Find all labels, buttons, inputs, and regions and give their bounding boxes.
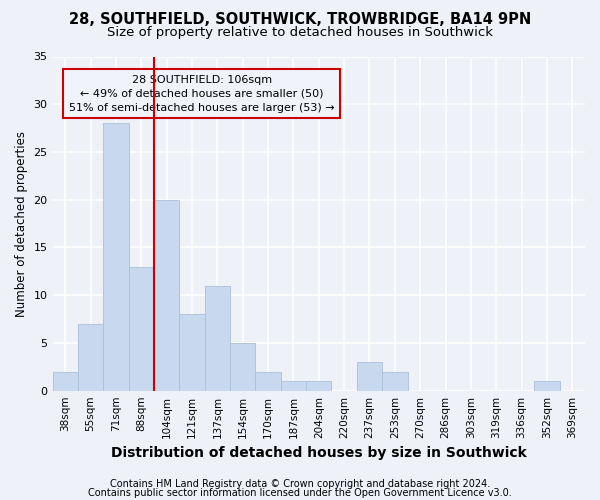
Bar bbox=[357, 362, 382, 390]
Text: Size of property relative to detached houses in Southwick: Size of property relative to detached ho… bbox=[107, 26, 493, 39]
Text: Contains public sector information licensed under the Open Government Licence v3: Contains public sector information licen… bbox=[88, 488, 512, 498]
Y-axis label: Number of detached properties: Number of detached properties bbox=[15, 130, 28, 316]
Bar bbox=[205, 286, 230, 391]
Text: 28 SOUTHFIELD: 106sqm
← 49% of detached houses are smaller (50)
51% of semi-deta: 28 SOUTHFIELD: 106sqm ← 49% of detached … bbox=[69, 75, 334, 113]
Bar bbox=[382, 372, 407, 390]
X-axis label: Distribution of detached houses by size in Southwick: Distribution of detached houses by size … bbox=[111, 446, 527, 460]
Bar bbox=[78, 324, 103, 390]
Bar bbox=[128, 266, 154, 390]
Bar bbox=[154, 200, 179, 390]
Bar bbox=[179, 314, 205, 390]
Bar bbox=[281, 381, 306, 390]
Bar bbox=[230, 343, 256, 390]
Text: 28, SOUTHFIELD, SOUTHWICK, TROWBRIDGE, BA14 9PN: 28, SOUTHFIELD, SOUTHWICK, TROWBRIDGE, B… bbox=[69, 12, 531, 28]
Text: Contains HM Land Registry data © Crown copyright and database right 2024.: Contains HM Land Registry data © Crown c… bbox=[110, 479, 490, 489]
Bar bbox=[103, 124, 128, 390]
Bar bbox=[53, 372, 78, 390]
Bar bbox=[534, 381, 560, 390]
Bar bbox=[306, 381, 331, 390]
Bar bbox=[256, 372, 281, 390]
